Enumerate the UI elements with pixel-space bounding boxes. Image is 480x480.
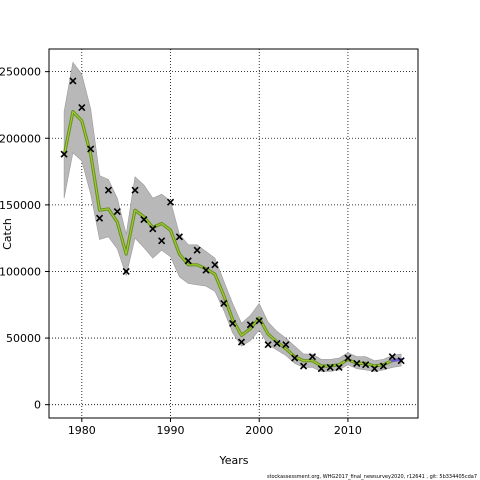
observed-point-stroke — [113, 207, 121, 216]
observed-point-stroke — [326, 363, 334, 371]
observed-point-stroke — [255, 317, 263, 325]
observed-point — [353, 359, 361, 367]
observed-point — [362, 361, 370, 369]
observed-point-stroke — [388, 353, 396, 361]
observed-point-stroke — [291, 354, 299, 362]
observed-point — [300, 362, 308, 370]
y-tick-label: 50000 — [6, 332, 41, 345]
observed-point-stroke — [158, 237, 166, 245]
observed-point-stroke — [229, 319, 237, 327]
observed-point — [397, 357, 405, 365]
observed-point — [140, 215, 148, 224]
observed-point-stroke — [397, 357, 405, 365]
observed-point — [220, 299, 228, 308]
observed-point-stroke — [202, 266, 210, 274]
observed-point-stroke — [104, 186, 112, 194]
observed-point-stroke — [184, 257, 192, 265]
observed-point — [326, 363, 334, 371]
observed-point-stroke — [353, 359, 361, 367]
x-tick-label: 1990 — [157, 424, 185, 437]
plot-frame — [48, 48, 419, 419]
observed-point — [104, 186, 112, 194]
observed-point — [95, 214, 104, 222]
observed-point — [379, 362, 387, 370]
observed-point — [237, 338, 246, 346]
observed-point-stroke — [362, 361, 370, 369]
observed-point-stroke — [175, 233, 183, 241]
observed-point-stroke — [308, 353, 317, 361]
observed-point — [60, 150, 68, 158]
observed-point — [122, 267, 130, 276]
observed-point-stroke — [317, 365, 325, 373]
observed-point — [175, 233, 183, 241]
x-tick-label: 2010 — [334, 424, 362, 437]
observed-point — [229, 319, 237, 327]
observed-point-stroke — [282, 341, 290, 349]
confidence-band — [63, 61, 402, 372]
observed-point — [264, 341, 272, 349]
observed-point — [113, 207, 121, 216]
observed-point — [149, 225, 157, 233]
observed-point — [184, 257, 192, 265]
observed-point — [246, 321, 254, 329]
y-tick-label: 0 — [34, 399, 41, 412]
observed-point — [273, 339, 281, 347]
observed-point — [158, 237, 166, 245]
observed-point-stroke — [87, 145, 95, 153]
observed-point — [282, 341, 290, 349]
observed-point — [69, 77, 77, 85]
observed-point-stroke — [95, 214, 104, 222]
observed-point-stroke — [379, 362, 387, 370]
y-tick-label: 200000 — [0, 132, 41, 145]
observed-point-stroke — [246, 321, 254, 329]
observed-points-layer — [60, 77, 405, 373]
footer-note: stockassessment.org, WHG2017_final_newsu… — [267, 474, 477, 480]
y-axis-title: Catch — [1, 218, 14, 250]
observed-point — [78, 104, 86, 112]
observed-point-stroke — [300, 362, 308, 370]
observed-point-stroke — [140, 215, 148, 224]
observed-point-stroke — [78, 104, 86, 112]
observed-point — [87, 145, 95, 153]
axis-layer: 1980 1990 2000 2010 0 50000 100000 150000 200000… — [0, 66, 362, 437]
x-tick-label: 1980 — [68, 424, 96, 437]
observed-point — [193, 246, 201, 254]
observed-point-stroke — [370, 365, 379, 373]
observed-point — [255, 317, 263, 325]
observed-point-stroke — [211, 261, 219, 269]
observed-point-stroke — [335, 363, 343, 371]
observed-point — [335, 363, 343, 371]
observed-point — [202, 266, 210, 274]
y-tick-label: 250000 — [0, 66, 41, 79]
observed-point-stroke — [273, 339, 281, 347]
observed-point-stroke — [220, 299, 228, 308]
observed-point — [388, 353, 396, 361]
observed-point — [131, 186, 139, 194]
x-tick-label: 2000 — [245, 424, 273, 437]
y-tick-label: 100000 — [0, 265, 41, 278]
observed-point-stroke — [166, 198, 175, 206]
observed-point — [211, 261, 219, 269]
observed-point-stroke — [344, 354, 352, 362]
confidence-band-layer — [63, 61, 402, 372]
observed-point-stroke — [60, 150, 68, 158]
observed-point-stroke — [237, 338, 246, 346]
observed-point — [166, 198, 175, 206]
observed-point — [370, 365, 379, 373]
observed-point — [344, 354, 352, 362]
observed-point-stroke — [122, 267, 130, 276]
observed-point-stroke — [193, 246, 201, 254]
observed-point-stroke — [69, 77, 77, 85]
observed-point-stroke — [131, 186, 139, 194]
observed-point-stroke — [264, 341, 272, 349]
y-tick-label: 150000 — [0, 199, 41, 212]
x-axis-title: Years — [218, 454, 248, 467]
observed-point — [317, 365, 325, 373]
observed-point-stroke — [149, 225, 157, 233]
observed-point — [308, 353, 317, 361]
observed-point — [291, 354, 299, 362]
